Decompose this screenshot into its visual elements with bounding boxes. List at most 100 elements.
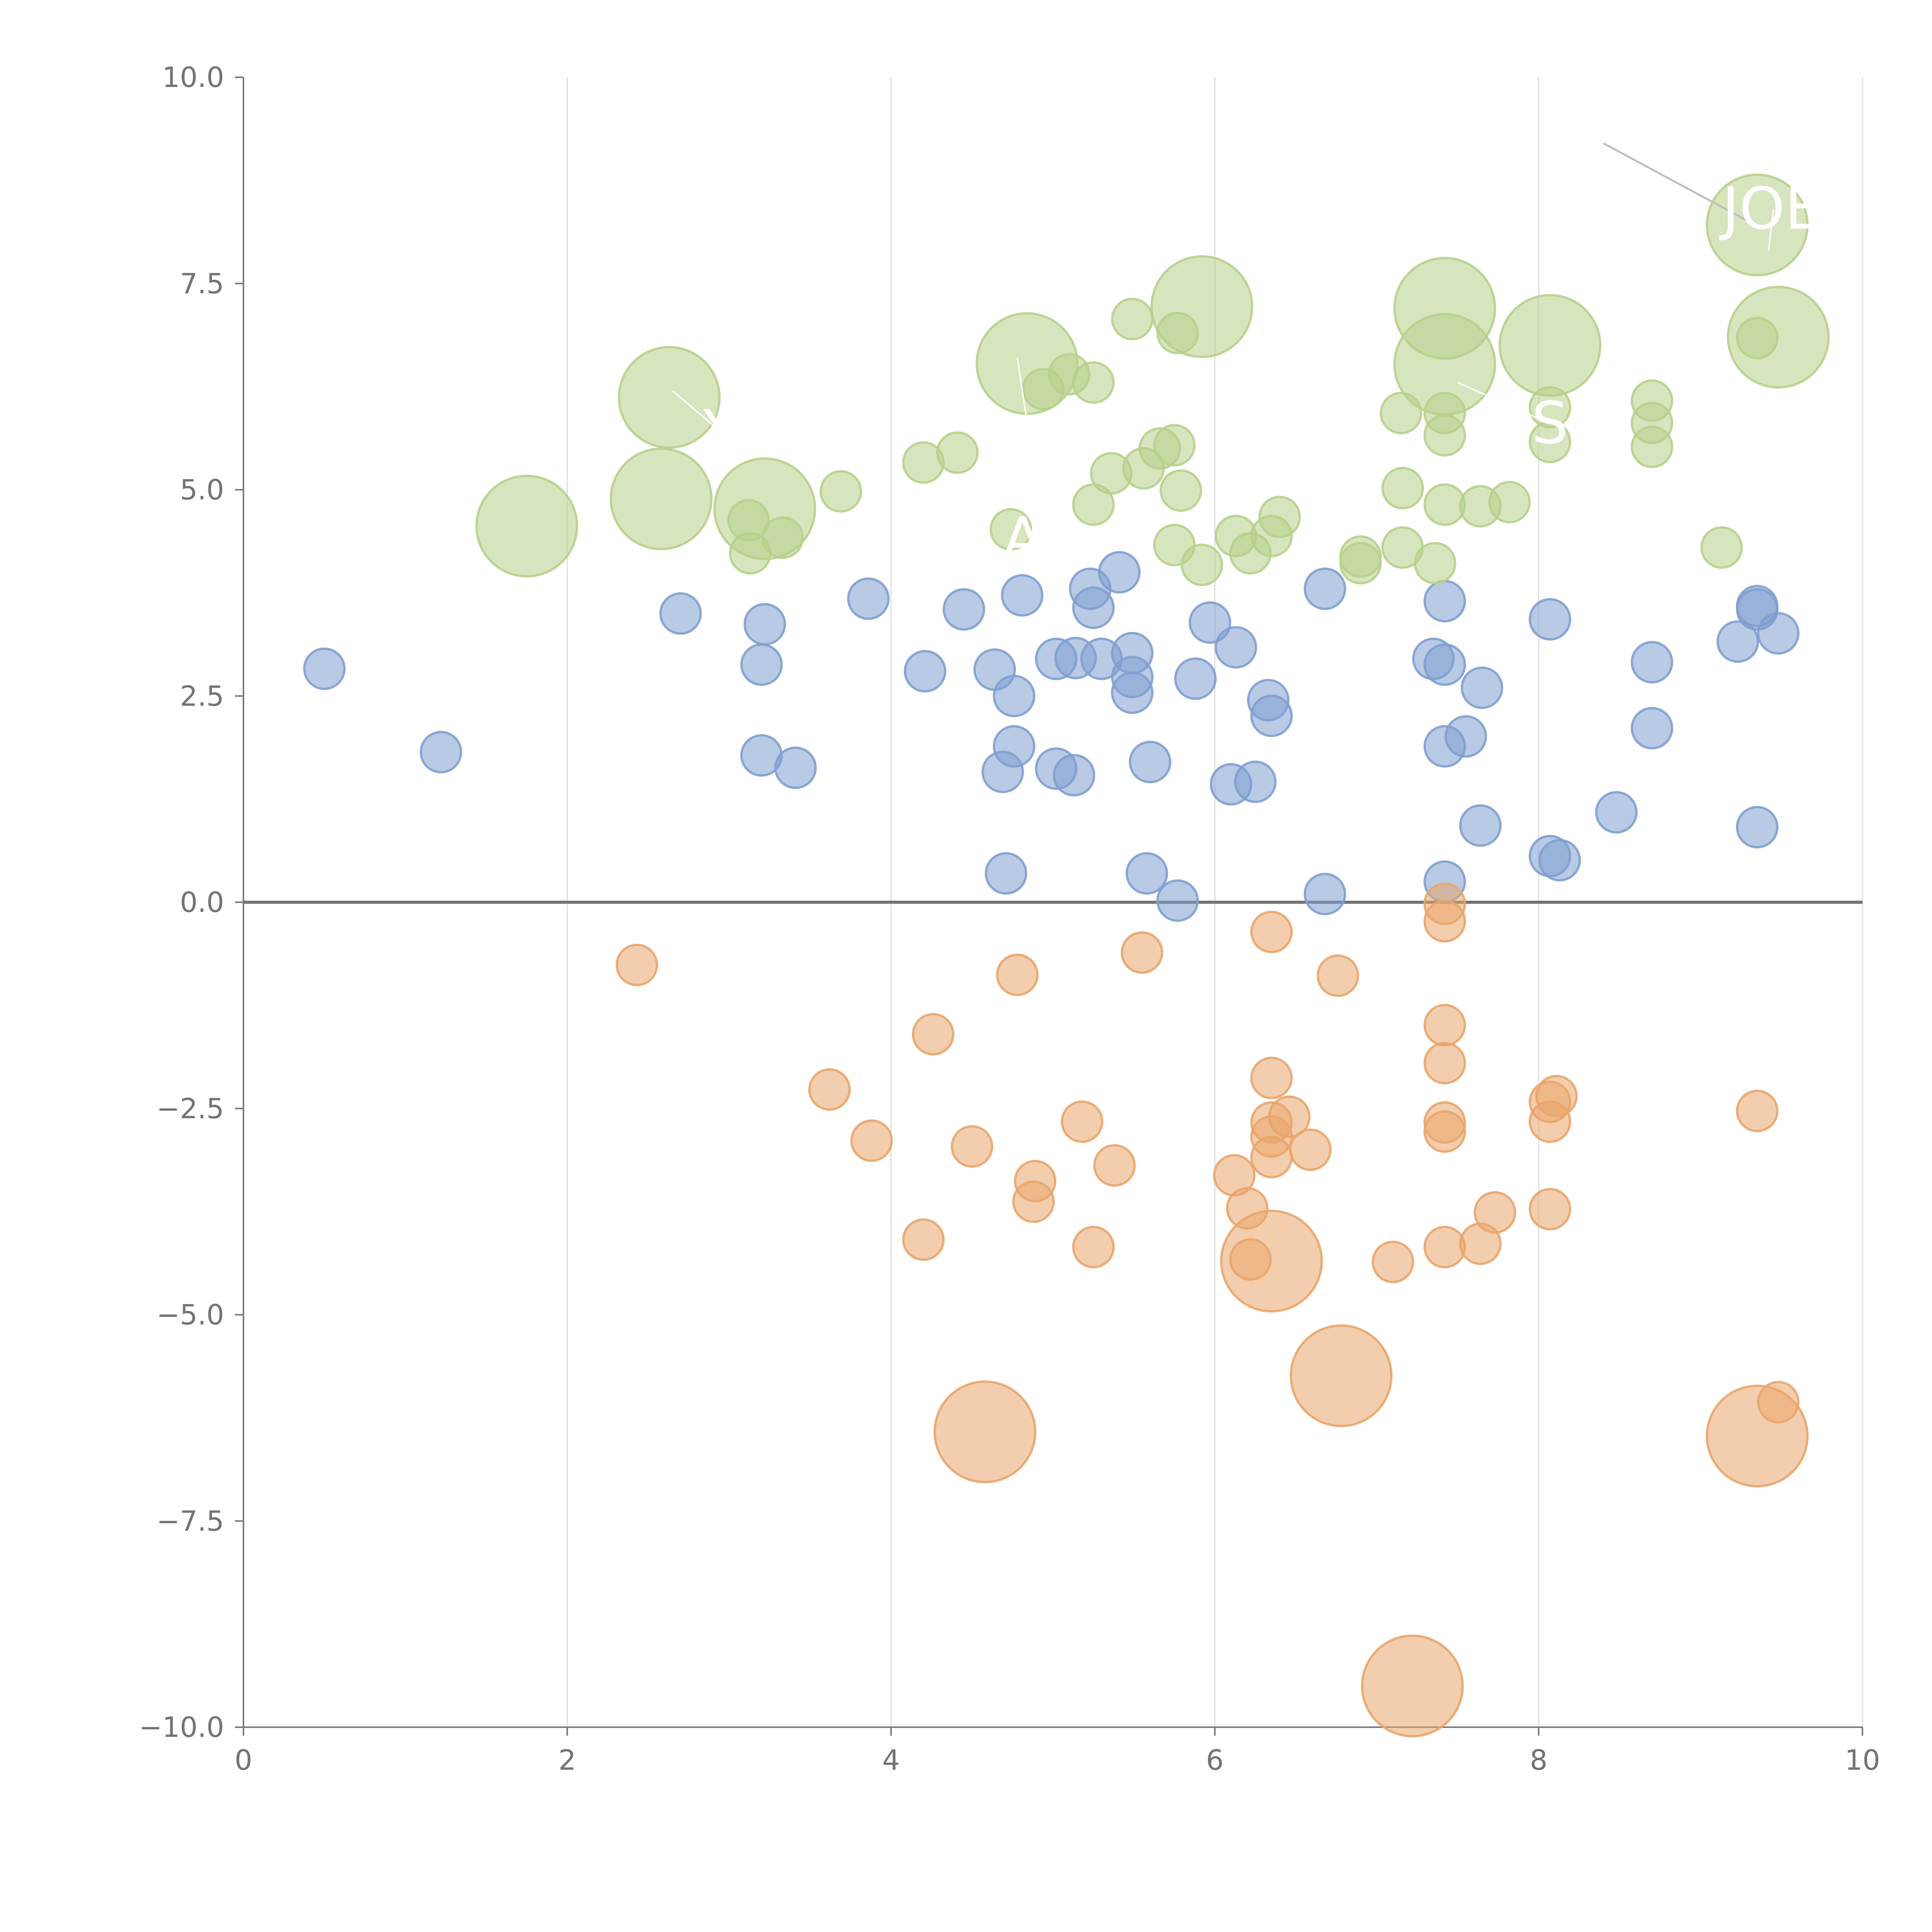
point-blue bbox=[1444, 715, 1487, 758]
point-orange bbox=[934, 1380, 1037, 1483]
axis-layer: 0 2 4 6 8 10 −10.0 −7.5 −5.0 −2.5 0.0 2.5 5.0 7.5 10.0 bbox=[139, 61, 1880, 1776]
point-orange bbox=[1289, 1128, 1332, 1171]
point-green bbox=[1258, 495, 1301, 538]
annotation-label: S bbox=[1532, 390, 1568, 457]
point-blue bbox=[1214, 626, 1257, 669]
point-green bbox=[1413, 542, 1456, 585]
point-orange bbox=[1014, 1160, 1056, 1202]
annotation-layer: Y AD S JOB bbox=[672, 142, 1825, 573]
point-orange bbox=[1423, 900, 1466, 943]
y-tick-label: 10.0 bbox=[162, 61, 224, 94]
point-blue bbox=[1250, 694, 1293, 737]
point-blue bbox=[1174, 657, 1217, 700]
point-orange bbox=[1121, 931, 1163, 974]
point-orange bbox=[1529, 1188, 1571, 1231]
y-tick-label: 2.5 bbox=[180, 680, 224, 712]
point-green bbox=[1339, 542, 1382, 585]
point-orange bbox=[1250, 1136, 1293, 1179]
point-blue bbox=[1423, 643, 1466, 686]
point-blue bbox=[1303, 872, 1346, 915]
point-green bbox=[1160, 469, 1202, 512]
point-blue bbox=[303, 647, 346, 690]
point-green bbox=[1423, 483, 1466, 526]
point-green bbox=[1706, 173, 1809, 277]
point-orange bbox=[1226, 1187, 1269, 1230]
point-blue bbox=[981, 750, 1024, 793]
point-blue bbox=[1234, 760, 1277, 803]
point-orange bbox=[912, 1013, 954, 1056]
point-orange bbox=[1473, 1191, 1516, 1234]
point-orange bbox=[1361, 1634, 1464, 1738]
annotation-leader bbox=[1457, 382, 1551, 425]
point-orange bbox=[1268, 1095, 1311, 1138]
point-orange bbox=[808, 1068, 851, 1111]
point-orange bbox=[1736, 1090, 1779, 1133]
point-orange bbox=[1229, 1238, 1272, 1281]
point-blue bbox=[1129, 741, 1172, 784]
x-tick-label: 2 bbox=[558, 1744, 576, 1776]
point-orange bbox=[1423, 1042, 1466, 1085]
point-green bbox=[610, 447, 713, 550]
point-orange bbox=[1093, 1144, 1136, 1187]
point-blue bbox=[1757, 612, 1800, 655]
annotation-label: Y bbox=[703, 398, 739, 465]
point-orange bbox=[1535, 1075, 1578, 1117]
point-blue bbox=[420, 731, 463, 774]
y-tick-label: 5.0 bbox=[180, 474, 224, 506]
point-blue bbox=[1716, 620, 1759, 663]
point-blue bbox=[1001, 574, 1044, 617]
point-green bbox=[1072, 361, 1115, 404]
point-green bbox=[936, 431, 979, 474]
point-orange bbox=[1371, 1240, 1414, 1283]
point-orange bbox=[1250, 1056, 1293, 1099]
point-green bbox=[475, 474, 578, 578]
point-blue bbox=[1189, 601, 1231, 644]
x-tick-label: 10 bbox=[1845, 1744, 1880, 1776]
annotation-label: JOB bbox=[1719, 175, 1825, 243]
point-green bbox=[990, 508, 1032, 551]
point-orange bbox=[616, 944, 658, 986]
point-green bbox=[1381, 467, 1424, 510]
point-green bbox=[1700, 526, 1743, 569]
point-green bbox=[1111, 298, 1154, 340]
point-green bbox=[1180, 543, 1223, 586]
y-tick-label: −2.5 bbox=[156, 1092, 224, 1125]
x-tick-label: 6 bbox=[1206, 1744, 1224, 1776]
point-blue bbox=[1631, 707, 1673, 750]
point-blue bbox=[1126, 852, 1168, 895]
point-blue bbox=[1053, 754, 1095, 797]
annotation-leader bbox=[1767, 209, 1774, 251]
point-green bbox=[1529, 420, 1571, 463]
point-orange bbox=[850, 1119, 893, 1162]
point-blue bbox=[1423, 580, 1466, 622]
point-blue bbox=[1072, 586, 1115, 629]
y-tick-label: 7.5 bbox=[180, 267, 224, 300]
y-tick-label: 0.0 bbox=[180, 886, 224, 918]
point-green bbox=[820, 470, 862, 513]
point-green bbox=[1498, 294, 1602, 397]
point-orange bbox=[1423, 1004, 1466, 1047]
point-green bbox=[761, 516, 804, 559]
point-blue bbox=[903, 650, 946, 693]
point-blue bbox=[1156, 879, 1199, 922]
point-orange bbox=[1316, 954, 1359, 997]
point-blue bbox=[942, 588, 985, 631]
point-green bbox=[1423, 414, 1466, 457]
point-blue bbox=[1529, 598, 1571, 641]
point-green bbox=[1631, 425, 1673, 468]
y-tick-label: −10.0 bbox=[139, 1711, 224, 1743]
point-orange bbox=[1423, 1110, 1466, 1153]
point-blue bbox=[1461, 666, 1503, 709]
point-green bbox=[1153, 424, 1196, 467]
point-blue bbox=[1303, 567, 1346, 610]
point-orange bbox=[1072, 1226, 1115, 1269]
point-blue bbox=[847, 577, 890, 620]
annotation-leader bbox=[1016, 357, 1046, 539]
point-blue bbox=[1538, 839, 1581, 882]
point-green bbox=[1488, 481, 1531, 524]
point-blue bbox=[1595, 791, 1638, 834]
point-blue bbox=[1098, 551, 1141, 594]
y-tick-label: −7.5 bbox=[156, 1505, 224, 1537]
point-orange bbox=[951, 1125, 993, 1168]
points-layer bbox=[303, 173, 1830, 1738]
